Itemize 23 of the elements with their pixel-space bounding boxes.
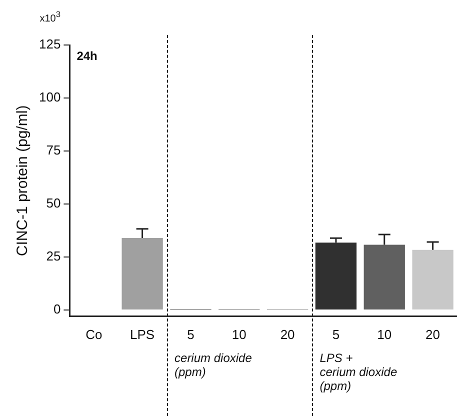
x-tick-label: 20 [280,326,295,342]
x-tick-label: 10 [377,326,392,342]
y-tick-label: 50 [46,196,61,211]
x-tick-label: 10 [232,326,246,342]
x-tick-label: 5 [187,326,194,342]
x-tick-label: 5 [332,326,340,342]
x-tick-label: Co [86,326,102,342]
y-tick-label: 25 [46,248,61,264]
text: cerium dioxide (ppm) [174,351,252,380]
y-tick-label: 125 [38,36,61,52]
text: LPS + cerium dioxide (ppm) [320,351,398,394]
x-tick-label: LPS [130,326,155,342]
y-tick-label: 0 [53,302,61,317]
bar [122,238,163,310]
bar [364,244,405,310]
text: x10$^{3}$ [40,8,60,26]
x-tick-label: 20 [426,326,440,342]
y-tick-label: 100 [38,90,61,105]
bar [412,250,454,310]
y-tick-label: 75 [46,142,61,158]
y-axis-title: CINC-1 protein (pg/ml) [14,105,32,256]
bar [315,242,357,310]
annotation: 24h [76,49,98,63]
